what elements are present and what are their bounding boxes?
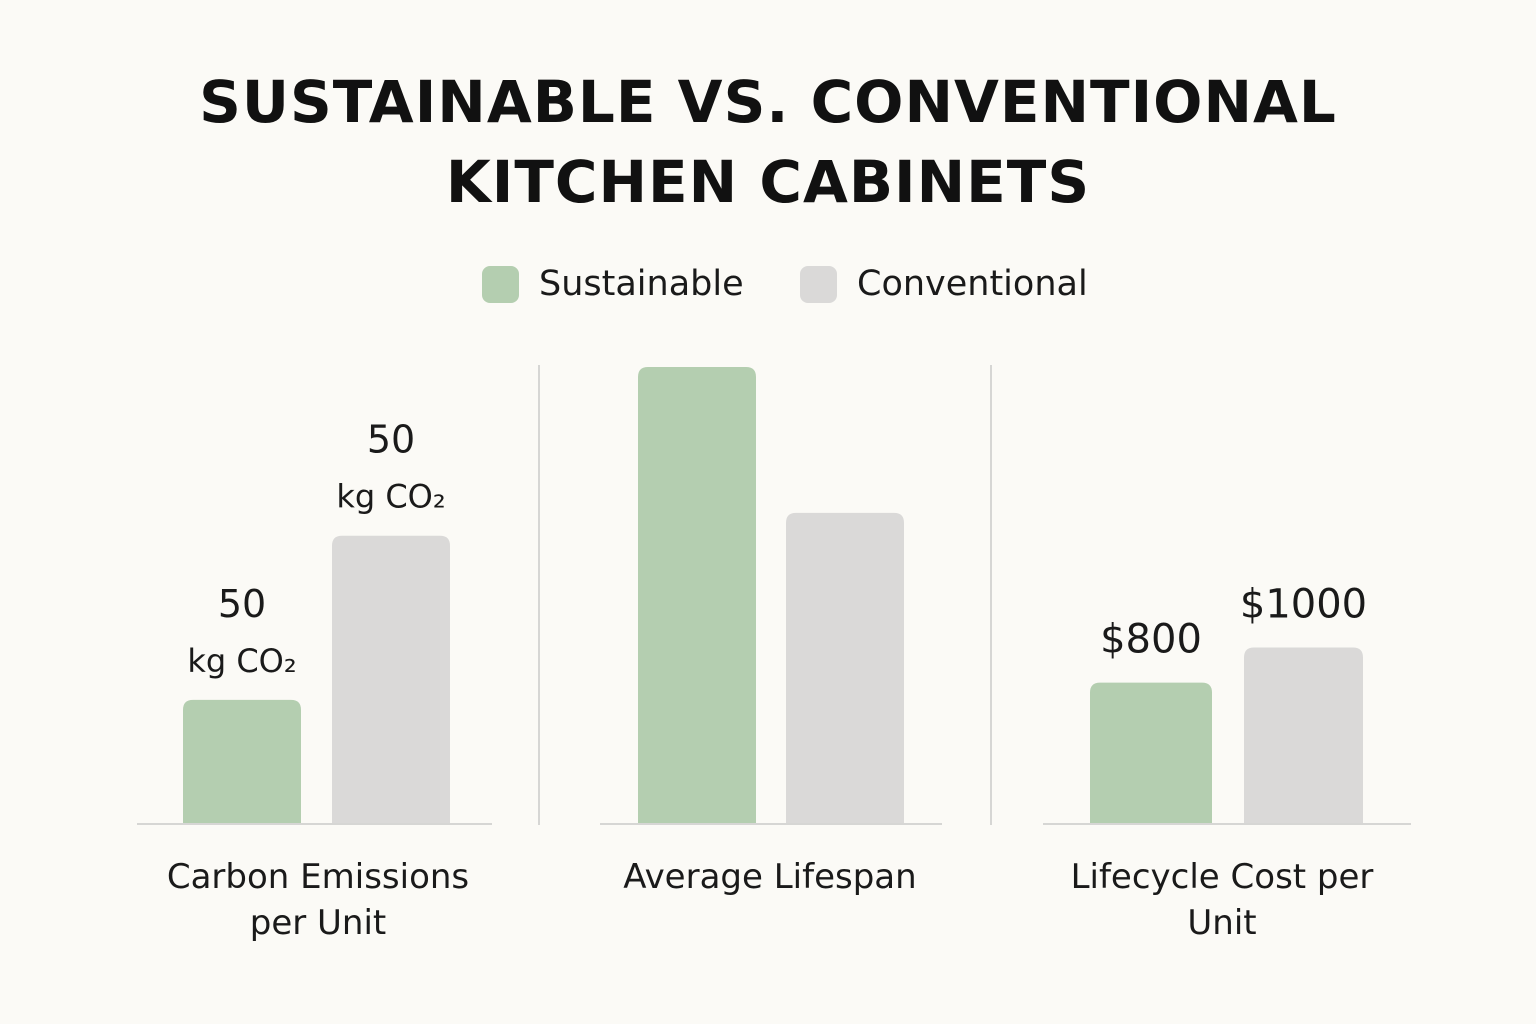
chart-title-line-2: KITCHEN CABINETS <box>445 148 1091 216</box>
legend-item-sustainable: Sustainable <box>482 264 744 304</box>
category-label: Average Lifespan <box>623 857 916 897</box>
legend-label-conventional: Conventional <box>857 264 1088 304</box>
bar-conventional <box>1244 647 1363 823</box>
bar-conventional <box>786 512 904 823</box>
chart-panel-1: 50 kg CO₂ 50 kg CO₂ Carbon Emissions per Unit <box>137 418 492 943</box>
bar-unit-label: kg CO₂ <box>336 478 445 516</box>
bar-value-label: $1000 <box>1240 582 1367 628</box>
bar-sustainable <box>638 367 756 823</box>
chart-title-line-1: SUSTAINABLE VS. CONVENTIONAL <box>199 68 1337 136</box>
bar-value-label: $800 <box>1100 617 1202 663</box>
chart-panel-3: $800 $1000 Lifecycle Cost per Unit <box>1043 582 1411 943</box>
legend-swatch-conventional <box>800 265 837 303</box>
legend-item-conventional: Conventional <box>800 264 1088 304</box>
category-label: Lifecycle Cost per <box>1071 857 1374 897</box>
bar-unit-label: kg CO₂ <box>187 642 296 680</box>
bar-sustainable <box>1090 682 1212 823</box>
bar-value-label: 50 <box>367 418 415 462</box>
bar-sustainable <box>183 699 301 823</box>
chart-panel-2: Average Lifespan <box>600 367 942 897</box>
bar-conventional <box>332 535 450 823</box>
category-label: per Unit <box>250 903 387 943</box>
legend-label-sustainable: Sustainable <box>539 264 744 304</box>
category-label: Carbon Emissions <box>167 857 469 897</box>
category-label: Unit <box>1187 903 1256 943</box>
legend-swatch-sustainable <box>482 265 519 303</box>
bar-value-label: 50 <box>218 582 266 626</box>
